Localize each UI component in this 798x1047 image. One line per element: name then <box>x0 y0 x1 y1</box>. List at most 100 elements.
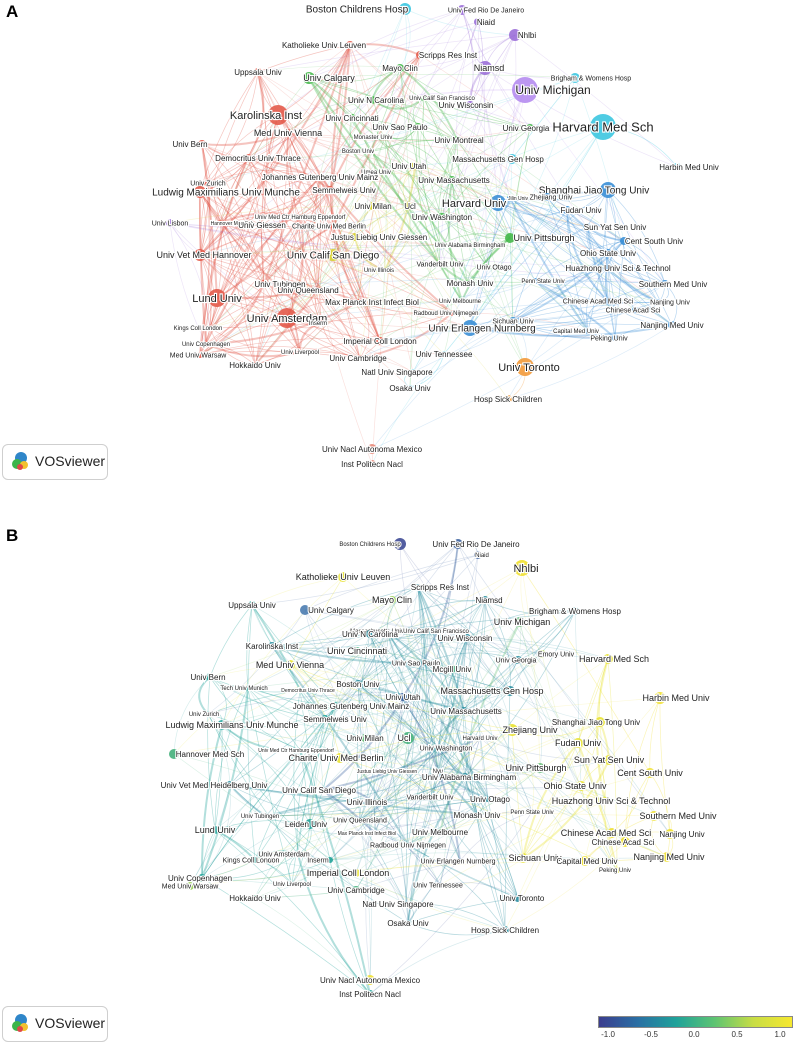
node-scripps-res-inst[interactable]: Scripps Res Inst <box>416 50 479 61</box>
node-circle[interactable] <box>367 444 377 454</box>
node-circle[interactable] <box>400 768 406 774</box>
node-circle[interactable] <box>462 320 478 336</box>
node-circle[interactable] <box>166 219 174 227</box>
node-nhlbi[interactable]: Nhlbi <box>509 29 537 41</box>
node-nanjing-univ[interactable]: Nanjing Univ <box>658 829 706 840</box>
node-univ-toronto[interactable]: Univ Toronto <box>497 358 561 376</box>
node-shanghai-jiao-tong-univ[interactable]: Shanghai Jiao Tong Univ <box>551 717 642 728</box>
node-hosp-sick-children[interactable]: Hosp Sick Children <box>473 394 543 405</box>
node-univ-calgary[interactable]: Univ Calgary <box>302 72 356 84</box>
node-circle[interactable] <box>465 280 471 286</box>
node-katholieke-univ-leuven[interactable]: Katholieke Univ Leuven <box>281 40 367 51</box>
node-boston-childrens-hosp[interactable]: Boston Childrens Hosp <box>305 3 411 17</box>
node-circle[interactable] <box>357 355 363 361</box>
node-univ-lisbon[interactable]: Univ Lisbon <box>151 219 189 229</box>
node-emory-univ[interactable]: Emory Univ <box>537 650 576 660</box>
node-massachusetts-gen-hosp[interactable]: Massachusetts Gen Hosp <box>439 685 544 697</box>
node-radboud-univ-nijmegen[interactable]: Radboud Univ Nijmegen <box>412 310 480 318</box>
node-democritus-univ-thrace[interactable]: Democritus Univ Thrace <box>214 153 302 164</box>
node-charite-univ-med-berlin[interactable]: Charite Univ Med Berlin <box>291 222 367 231</box>
node-univ-tubingen[interactable]: Univ Tubingen <box>240 813 281 821</box>
node-circle[interactable] <box>538 650 546 658</box>
node-univ-fed-rio-de-janeiro[interactable]: Univ Fed Rio De Janeiro <box>431 539 521 550</box>
node-nanjing-univ[interactable]: Nanjing Univ <box>649 298 691 307</box>
node-univ-liverpool[interactable]: Univ Liverpool <box>272 881 312 889</box>
node-circle[interactable] <box>303 72 315 84</box>
node-circle[interactable] <box>429 794 435 800</box>
node-chinese-acad-med-sci[interactable]: Chinese Acad Med Sci <box>562 297 635 307</box>
node-circle[interactable] <box>346 41 354 49</box>
node-circle[interactable] <box>410 369 416 375</box>
node-circle[interactable] <box>399 3 411 15</box>
node-circle[interactable] <box>198 874 206 882</box>
node-univ-wisconsin[interactable]: Univ Wisconsin <box>437 633 494 644</box>
node-univ-utah[interactable]: Univ Utah <box>384 692 421 703</box>
node-hosp-sick-children[interactable]: Hosp Sick Children <box>470 925 540 936</box>
node-circle[interactable] <box>252 857 258 863</box>
node-circle[interactable] <box>514 656 522 664</box>
node-circle[interactable] <box>600 182 616 198</box>
node-circle[interactable] <box>543 193 551 201</box>
node-univ-fed-rio-de-janeiro[interactable]: Univ Fed Rio De Janeiro <box>447 5 525 16</box>
node-kings-coll-london[interactable]: Kings Coll London <box>173 325 223 333</box>
node-monash-univ[interactable]: Monash Univ <box>446 278 495 289</box>
node-sun-yat-sen-univ[interactable]: Sun Yat Sen Univ <box>573 754 646 766</box>
node-circle[interactable] <box>570 73 580 83</box>
node-circle[interactable] <box>338 572 348 582</box>
node-niaid[interactable]: Niaid <box>474 17 496 28</box>
node-univ-milan[interactable]: Univ Milan <box>345 733 385 744</box>
node-circle[interactable] <box>402 732 414 744</box>
node-hannover-med-sch[interactable]: Hannover Med Sch <box>169 749 245 760</box>
node-circle[interactable] <box>320 787 326 793</box>
node-circle[interactable] <box>368 460 376 468</box>
node-circle[interactable] <box>604 264 612 272</box>
node-mcgill-univ[interactable]: Mcgill Univ <box>432 664 473 675</box>
node-circle[interactable] <box>441 351 447 357</box>
node-uppsala-univ[interactable]: Uppsala Univ <box>227 600 277 611</box>
node-circle[interactable] <box>532 278 538 284</box>
network-b[interactable]: Boston Childrens Hosp Univ Fed Rio De Jan… <box>0 520 798 1047</box>
node-circle[interactable] <box>604 297 612 305</box>
node-univ-otago[interactable]: Univ Otago <box>469 794 512 805</box>
node-natl-univ-singapore[interactable]: Natl Univ Singapore <box>361 899 435 910</box>
node-circle[interactable] <box>414 123 422 131</box>
node-univ-otago[interactable]: Univ Otago <box>475 263 512 272</box>
node-circle[interactable] <box>372 830 378 836</box>
node-inst-politecn-nacl[interactable]: Inst Politecn Nacl <box>338 989 402 1000</box>
node-mayo-clin[interactable]: Mayo Clin <box>381 63 419 74</box>
node-vanderbilt-univ[interactable]: Vanderbilt Univ <box>405 793 455 802</box>
node-circle[interactable] <box>601 797 609 805</box>
node-circle[interactable] <box>206 673 214 681</box>
node-circle[interactable] <box>198 140 206 148</box>
node-vanderbilt-univ[interactable]: Vanderbilt Univ <box>415 260 465 269</box>
node-circle[interactable] <box>466 101 474 109</box>
node-capital-med-univ[interactable]: Capital Med Univ <box>555 856 618 867</box>
node-univ-sao-paulo[interactable]: Univ Sao Paulo <box>391 659 442 668</box>
node-chinese-acad-sci[interactable]: Chinese Acad Sci <box>604 306 662 315</box>
node-univ-liverpool[interactable]: Univ Liverpool <box>280 349 320 357</box>
node-circle[interactable] <box>369 202 377 210</box>
node-lund-univ[interactable]: Lund Univ <box>194 824 237 836</box>
node-circle[interactable] <box>244 154 252 162</box>
node-hannover-med-sch[interactable]: Hannover Med Sch <box>209 220 254 228</box>
node-univ-sao-paulo[interactable]: Univ Sao Paulo <box>371 122 429 133</box>
node-univ-cambridge[interactable]: Univ Cambridge <box>326 885 386 896</box>
node-univ-bern[interactable]: Univ Bern <box>171 139 208 150</box>
node-circle[interactable] <box>477 735 483 741</box>
node-univ-calif-san-diego[interactable]: Univ Calif San Diego <box>281 785 358 796</box>
node-circle[interactable] <box>297 687 303 693</box>
node-circle[interactable] <box>300 605 310 615</box>
node-circle[interactable] <box>612 335 618 341</box>
node-radboud-univ-nijmegen[interactable]: Radboud Univ Nijmegen <box>369 841 447 850</box>
node-fudan-univ[interactable]: Fudan Univ <box>559 205 602 216</box>
node-circle[interactable] <box>583 223 591 231</box>
node-circle[interactable] <box>580 856 590 866</box>
node-univ-tubingen[interactable]: Univ Tubingen <box>253 279 306 290</box>
node-nanjing-med-univ[interactable]: Nanjing Med Univ <box>632 851 706 863</box>
node-univ-georgia[interactable]: Univ Georgia <box>502 123 551 134</box>
node-kings-coll-london[interactable]: Kings Coll London <box>221 856 280 865</box>
node-uppsala-univ[interactable]: Uppsala Univ <box>233 67 283 78</box>
node-zhejiang-univ[interactable]: Zhejiang Univ <box>528 193 574 203</box>
node-circle[interactable] <box>217 220 223 226</box>
node-sichuan-univ[interactable]: Sichuan Univ <box>491 317 535 327</box>
